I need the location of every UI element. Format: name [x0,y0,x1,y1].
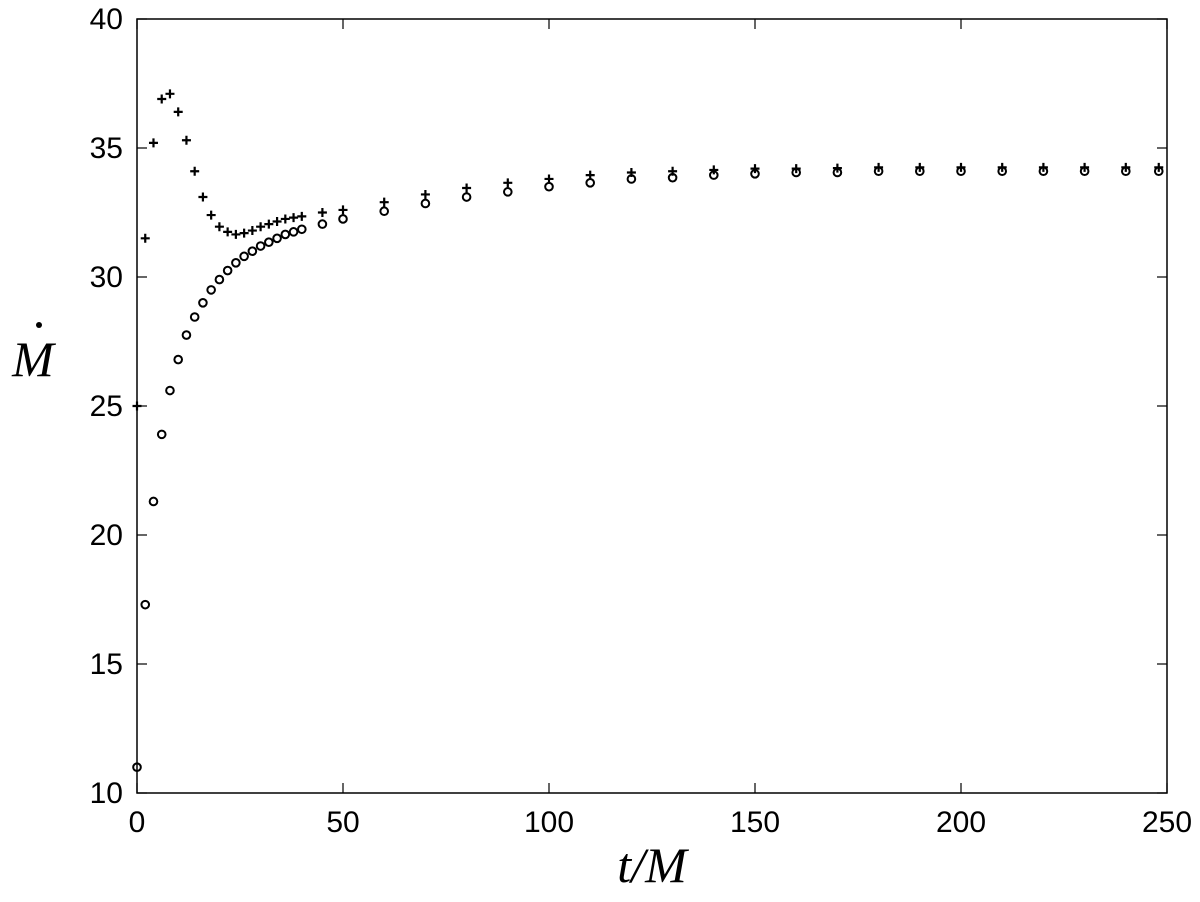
y-tick-label: 40 [90,3,123,36]
plus-marker [280,214,290,224]
plus-marker [132,401,142,411]
x-tick-labels: 0 50 100 150 200 250 [129,806,1192,839]
circle-marker [1121,166,1131,177]
plus-marker [750,164,760,174]
circle-marker [140,599,151,610]
circle-marker [132,762,142,773]
circle-marker [585,178,596,188]
circle-marker [1153,166,1164,177]
plus-marker [198,192,208,202]
circle-marker [1079,166,1090,177]
circle-marker [206,285,216,295]
y-tick-label: 30 [90,261,123,294]
axis-ticks [136,18,1168,794]
plus-marker [272,217,282,227]
plus-marker [247,226,257,236]
circle-marker [667,172,678,183]
circle-marker [181,330,192,340]
plus-marker [297,211,307,221]
plus-marker [214,222,224,232]
plus-marker [338,205,348,215]
y-tick-label: 35 [90,132,123,165]
circle-marker [915,166,925,177]
circle-marker [709,170,719,180]
x-tick-label: 100 [524,806,574,839]
plus-marker [256,222,266,232]
circle-marker [231,258,241,268]
plus-marker [223,227,233,237]
circle-marker [264,237,274,247]
circle-marker [626,174,637,184]
circle-marker [214,274,225,285]
circle-marker [156,429,167,440]
plus-marker [231,229,241,239]
y-axis-label-group: M [11,322,56,387]
circle-marker [544,181,554,192]
x-tick-label: 200 [936,806,986,839]
circle-marker [288,227,299,237]
y-tick-label: 15 [90,648,123,681]
plus-marker [420,189,430,199]
circle-marker [239,251,249,262]
plus-marker [140,233,150,243]
y-tick-label: 10 [90,777,123,810]
circle-marker [222,265,233,276]
circle-marker [165,385,175,396]
x-tick-label: 0 [129,806,146,839]
plus-marker [317,208,327,217]
circle-marker [997,166,1008,177]
circle-marker [379,206,390,217]
y-tick-label: 20 [90,519,123,552]
circle-marker [173,354,183,365]
circle-marker [247,246,258,256]
y-tick-label: 25 [90,390,123,423]
plus-marker [264,219,274,229]
circle-marker [461,192,472,202]
circle-marker [317,219,328,229]
circle-marker [338,214,348,224]
plus-marker [148,138,158,148]
circle-marker [189,312,200,322]
circle-marker [873,166,884,177]
circle-marker [1038,166,1049,177]
plus-marker [173,107,183,117]
circle-marker [198,298,208,308]
plus-marker [157,94,167,104]
plus-marker [379,197,389,207]
circle-marker [503,187,513,197]
y-axis-label: M [11,331,56,387]
x-axis-label: t/M [617,837,689,893]
plus-marker [462,183,472,193]
circle-marker [148,496,159,507]
plus-marker [503,178,513,188]
series-plus-markers [132,89,1164,411]
circle-marker [420,198,431,209]
plus-marker [181,135,191,145]
circle-marker [255,241,266,251]
x-tick-label: 50 [326,806,359,839]
x-tick-label: 250 [1142,806,1192,839]
plus-marker [190,166,200,176]
series-circle-markers [132,166,1164,773]
circle-marker [297,224,307,235]
plus-marker [289,213,299,223]
plus-marker [709,165,719,175]
circle-marker [832,167,843,178]
plot-area [136,18,1168,794]
circle-marker [272,233,282,244]
circle-marker [791,167,802,178]
plus-marker [239,228,249,238]
x-tick-label: 150 [730,806,780,839]
y-axis-label-dot [36,322,42,328]
circle-marker [956,166,966,177]
circle-marker [280,229,291,240]
y-tick-labels: 10 15 20 25 30 35 40 [90,3,123,810]
plus-marker [206,210,216,220]
circle-marker [750,169,760,179]
plus-marker [165,89,175,99]
